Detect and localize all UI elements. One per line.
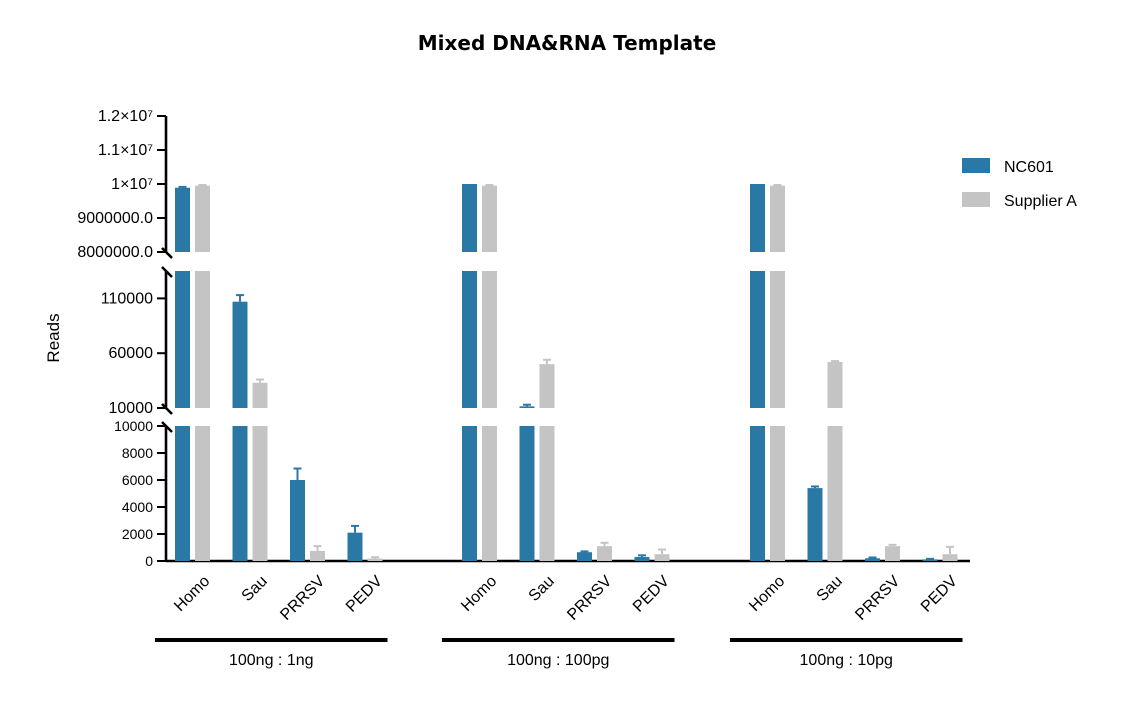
legend-swatch-nc601 [962,158,990,173]
legend: NC601 Supplier A [962,158,1077,210]
axis-break-mark [161,266,173,278]
legend-swatch-supplier-a [962,192,990,207]
bar-nc601 [232,301,248,408]
bar-nc601 [922,559,938,561]
axis-break-mark [161,421,173,433]
bar-supplier-a [770,185,785,252]
bar-nc601 [462,426,477,561]
bar-supplier-a [310,550,325,561]
bar-nc601 [865,558,880,561]
category-label: PEDV [630,573,673,616]
bar-supplier-a [827,361,843,408]
bar-supplier-a [942,554,958,561]
bar-nc601 [634,556,650,561]
category-label: PRRSV [277,573,328,624]
y-tick-label: 10000 [109,400,154,417]
bar-supplier-a [252,426,268,561]
bar-nc601 [347,532,363,561]
y-tick-label: 1×10⁷ [111,176,153,193]
y-tick-label: 1.2×10⁷ [98,108,153,125]
bar-nc601 [462,184,477,252]
bar-nc601 [290,480,305,561]
bar-nc601 [462,271,477,408]
axis-break-mark [161,403,173,415]
bar-nc601 [175,426,190,561]
bar-nc601 [232,426,248,561]
bar-supplier-a [770,271,785,408]
bar-supplier-a [654,554,670,561]
y-tick-label: 1.1×10⁷ [98,142,153,159]
y-tick-label: 9000000.0 [77,210,153,227]
bar-supplier-a [252,382,268,408]
y-tick-label: 60000 [109,345,154,362]
category-label: Sau [239,573,271,605]
bar-supplier-a [195,426,210,561]
axis-break-mark [161,247,173,259]
category-label: PRRSV [852,573,903,624]
category-label: PEDV [918,573,961,616]
y-axis-label: Reads [44,313,63,362]
category-label: Homo [458,573,500,615]
legend-label: Supplier A [1004,193,1077,210]
y-tick-label: 0 [145,553,153,569]
bar-nc601 [750,184,765,252]
legend-label: NC601 [1004,159,1054,176]
bar-supplier-a [539,426,555,561]
bar-supplier-a [827,426,843,561]
bar-supplier-a [539,364,555,408]
bar-supplier-a [770,426,785,561]
y-tick-label: 10000 [114,418,153,434]
bar-supplier-a [195,271,210,408]
bar-nc601 [519,426,535,561]
category-label: Homo [746,573,788,615]
bar-supplier-a [482,185,497,252]
bar-supplier-a [482,426,497,561]
bar-supplier-a [367,558,383,561]
y-tick-label: 110000 [101,290,153,307]
category-label: Homo [171,573,213,615]
category-label: PEDV [343,573,386,616]
y-tick-label: 8000000.0 [77,244,153,261]
category-label: PRRSV [564,573,615,624]
category-label: Sau [526,573,558,605]
bar-nc601 [577,552,592,561]
y-tick-label: 6000 [122,472,153,488]
group-label: 100ng : 100pg [507,652,609,669]
bar-nc601 [175,271,190,408]
bar-nc601 [750,271,765,408]
category-label: Sau [814,573,846,605]
bar-supplier-a [195,185,210,252]
chart-title: Mixed DNA&RNA Template [418,31,717,55]
y-tick-label: 4000 [122,499,153,515]
group-label: 100ng : 1ng [229,652,314,669]
bar-supplier-a [885,546,900,561]
y-tick-label: 2000 [122,526,153,542]
bar-nc601 [175,187,190,252]
y-tick-label: 8000 [122,445,153,461]
bar-supplier-a [482,271,497,408]
bar-nc601 [750,426,765,561]
bar-nc601 [807,488,823,561]
bar-supplier-a [597,546,612,561]
bar-nc601 [519,406,535,408]
group-label: 100ng : 10pg [800,652,893,669]
